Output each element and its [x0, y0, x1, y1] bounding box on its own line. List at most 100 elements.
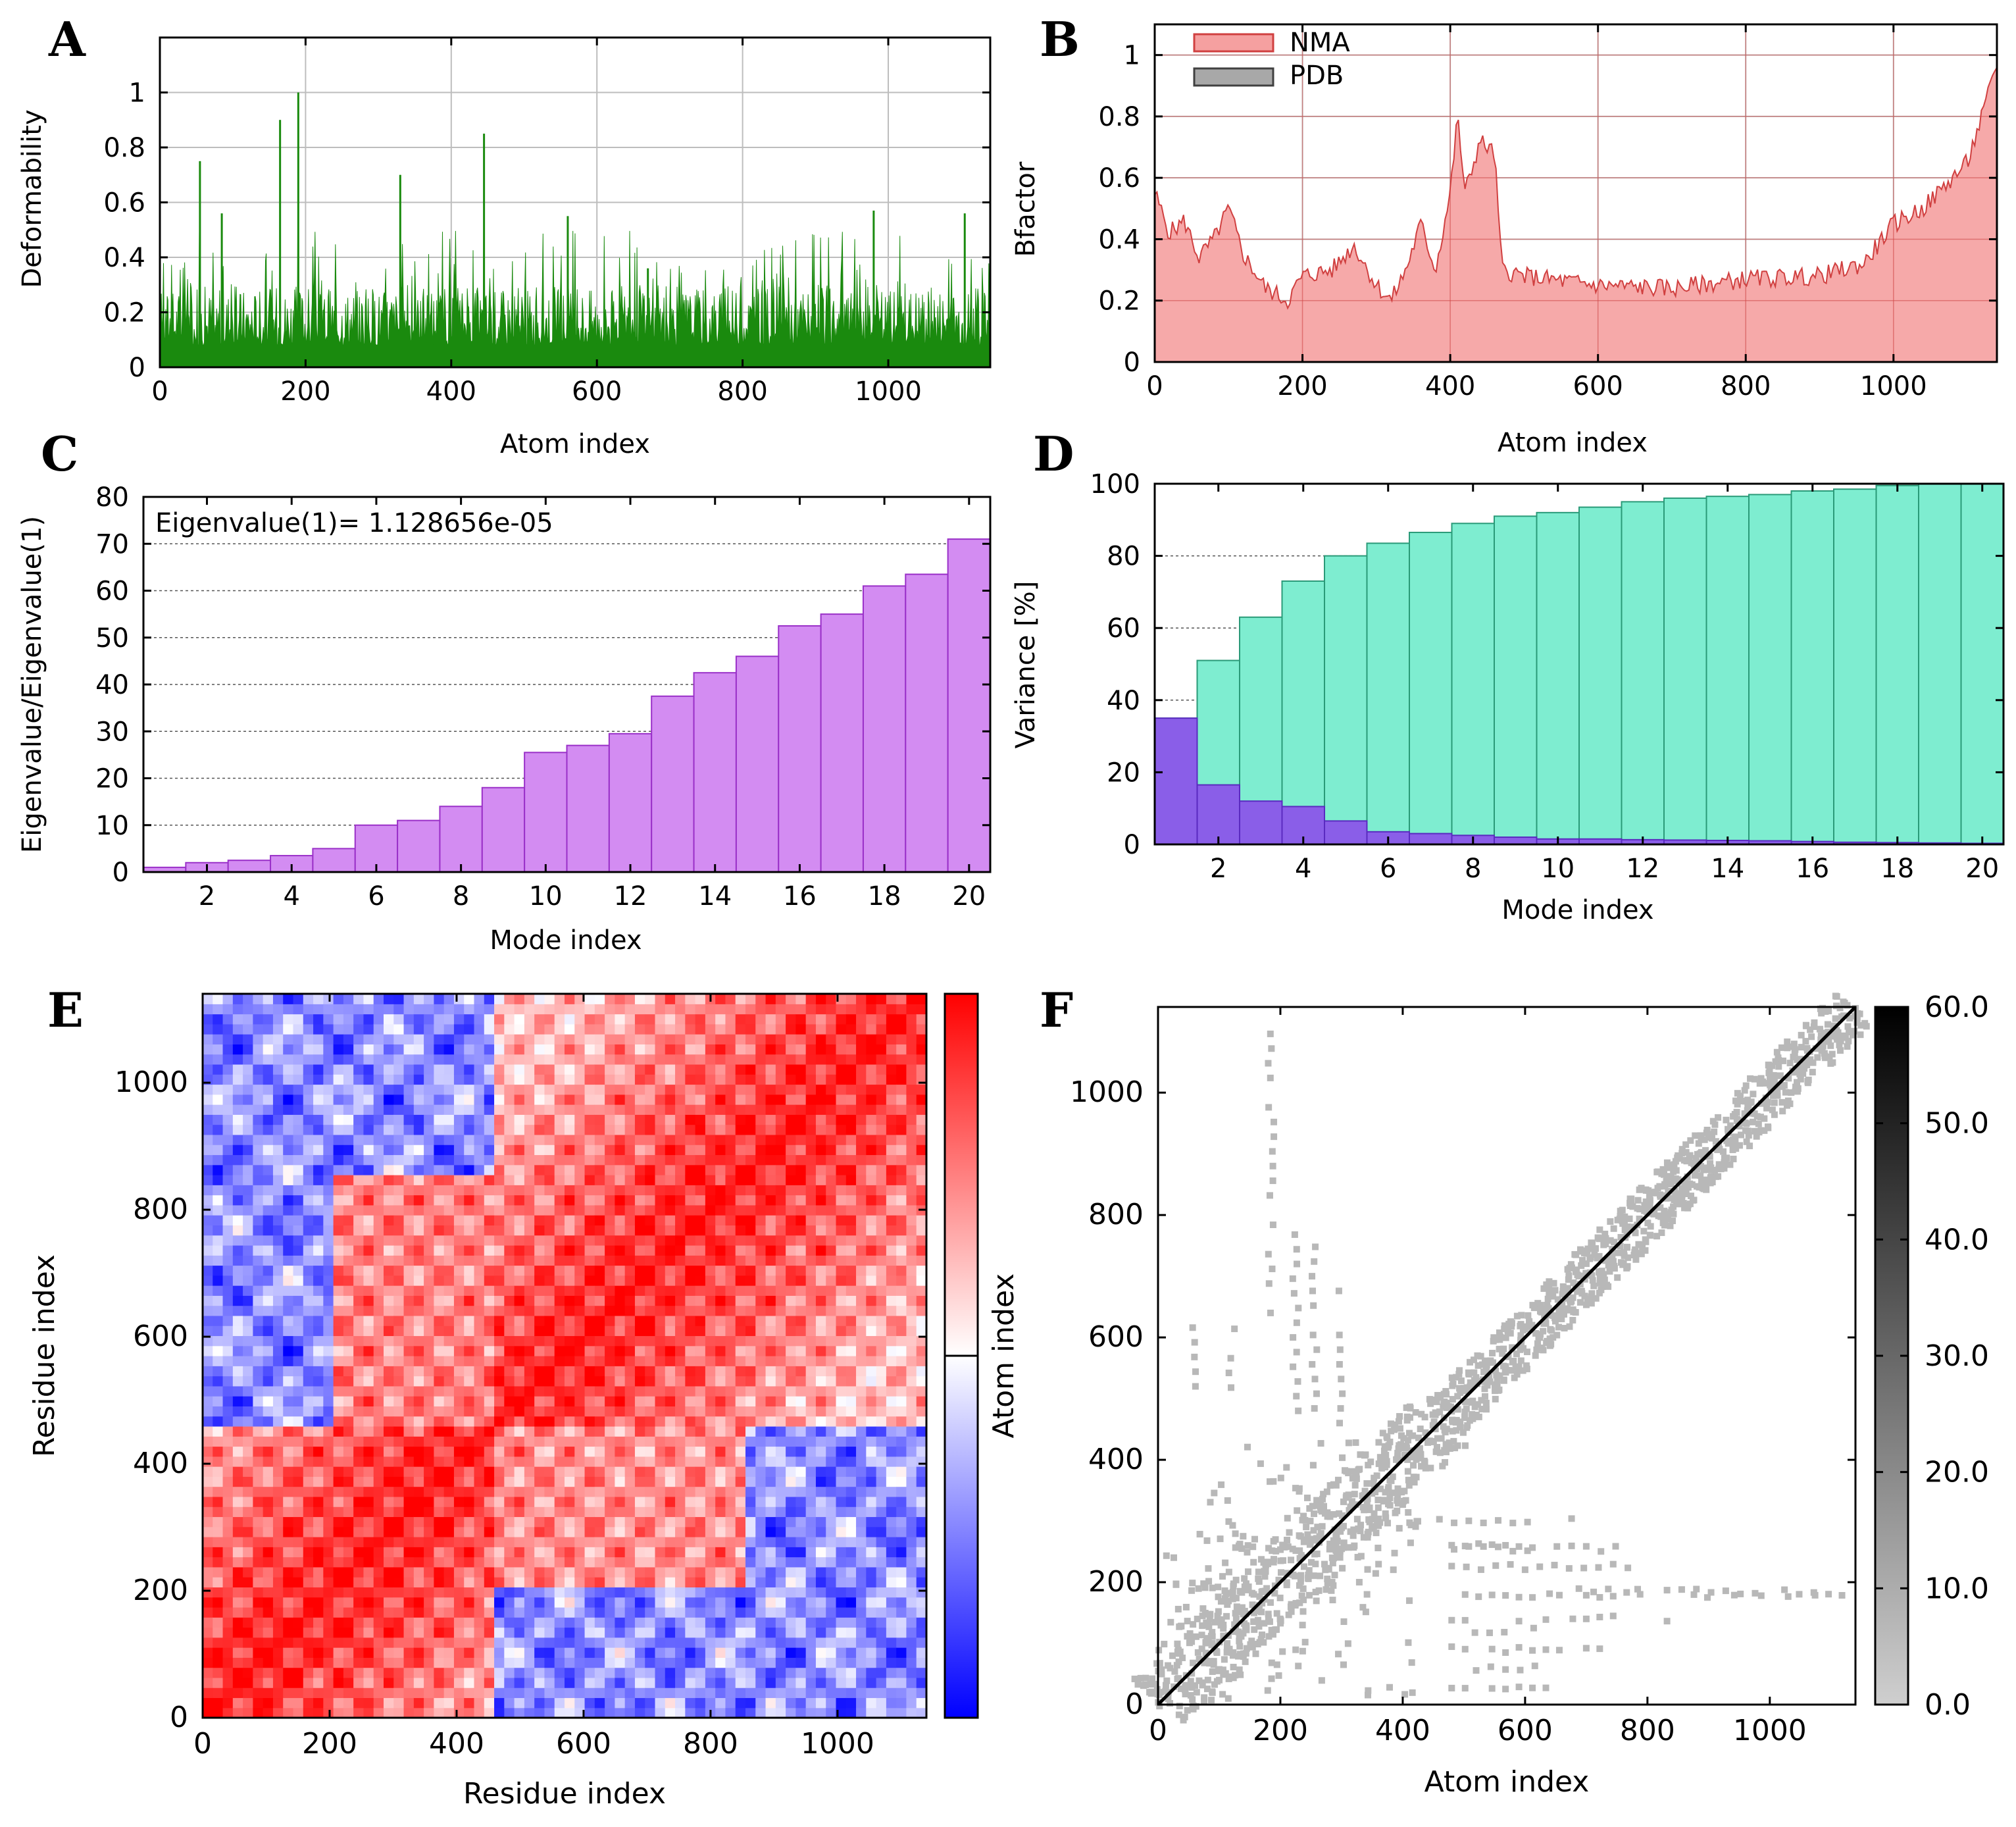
heatmap-cell	[574, 1114, 586, 1125]
heatmap-cell	[434, 1385, 445, 1397]
heatmap-cell	[424, 1486, 434, 1497]
heatmap-cell	[584, 1537, 595, 1547]
heatmap-cell	[845, 1265, 857, 1276]
heatmap-cell	[283, 1124, 294, 1135]
heatmap-cell	[453, 1677, 465, 1688]
heatmap-cell	[574, 1466, 586, 1477]
heatmap-cell	[343, 1154, 354, 1166]
heatmap-cell	[695, 1547, 706, 1558]
heatmap-cell	[434, 1607, 445, 1618]
heatmap-cell	[323, 1084, 334, 1095]
heatmap-cell	[253, 1667, 264, 1678]
heatmap-cell	[323, 1235, 334, 1246]
heatmap-cell	[695, 1366, 706, 1377]
heatmap-cell	[565, 1034, 575, 1044]
heatmap-cell	[795, 1506, 807, 1518]
heatmap-cell	[544, 1054, 555, 1065]
heatmap-cell	[695, 1044, 706, 1055]
heatmap-cell	[695, 1486, 706, 1497]
heatmap-cell	[313, 1396, 324, 1406]
heatmap-cell	[665, 1225, 676, 1236]
heatmap-cell	[253, 1486, 264, 1497]
heatmap-cell	[826, 1426, 837, 1437]
heatmap-cell	[504, 1667, 515, 1678]
heatmap-cell	[715, 1094, 726, 1105]
heatmap-cell	[745, 1094, 756, 1105]
eigen-bar	[905, 573, 949, 873]
heatmap-cell	[675, 1154, 686, 1166]
heatmap-cell	[253, 1376, 264, 1387]
heatmap-cell	[333, 1124, 344, 1135]
heatmap-cell	[464, 1516, 475, 1528]
heatmap-cell	[775, 1114, 786, 1125]
heatmap-cell	[715, 1366, 726, 1377]
heatmap-cell	[323, 1466, 334, 1477]
heatmap-cell	[554, 1074, 565, 1085]
heatmap-cell	[815, 1345, 826, 1356]
heatmap-cell	[453, 1235, 465, 1246]
heatmap-cell	[554, 1164, 565, 1175]
heatmap-cell	[775, 1084, 786, 1095]
heatmap-cell	[272, 1175, 284, 1185]
heatmap-cell	[313, 1064, 324, 1075]
heatmap-cell	[213, 1315, 224, 1326]
heatmap-cell	[232, 1114, 243, 1125]
heatmap-cell	[715, 994, 726, 1004]
heatmap-cell	[514, 1054, 525, 1065]
heatmap-cell	[403, 1295, 415, 1306]
heatmap-cell	[605, 1074, 615, 1085]
heatmap-cell	[464, 1566, 475, 1578]
heatmap-cell	[393, 1426, 405, 1437]
heatmap-cell	[705, 1164, 716, 1175]
heatmap-cell	[615, 1014, 626, 1025]
heatmap-cell	[514, 1547, 525, 1558]
heatmap-cell	[363, 1014, 374, 1025]
heatmap-cell	[504, 1416, 515, 1427]
heatmap-cell	[263, 1376, 274, 1387]
heatmap-cell	[544, 1617, 555, 1628]
heatmap-cell	[695, 1436, 706, 1447]
heatmap-cell	[705, 1195, 716, 1206]
heatmap-cell	[534, 1356, 545, 1366]
heatmap-cell	[243, 1416, 253, 1427]
heatmap-cell	[786, 1295, 796, 1306]
heatmap-cell	[343, 1325, 354, 1337]
heatmap-cell	[384, 1215, 394, 1225]
heatmap-cell	[474, 1426, 485, 1437]
heatmap-cell	[765, 1426, 776, 1437]
heatmap-cell	[203, 1145, 213, 1156]
heatmap-cell	[343, 1516, 354, 1528]
heatmap-cell	[634, 1617, 645, 1628]
heatmap-cell	[645, 1456, 656, 1467]
heatmap-cell	[293, 1577, 304, 1587]
heatmap-cell	[524, 1496, 535, 1507]
heatmap-cell	[353, 1345, 365, 1356]
heatmap-cell	[203, 1305, 213, 1316]
heatmap-cell	[484, 1325, 495, 1337]
heatmap-cell	[845, 1325, 857, 1337]
heatmap-cell	[565, 1004, 575, 1015]
heatmap-cell	[474, 1154, 485, 1166]
heatmap-cell	[815, 1305, 826, 1316]
heatmap-cell	[594, 1245, 605, 1256]
heatmap-cell	[253, 1657, 264, 1668]
heatmap-cell	[484, 1566, 495, 1578]
heatmap-cell	[534, 1204, 545, 1216]
heatmap-cell	[373, 1456, 384, 1467]
heatmap-cell	[514, 1496, 525, 1507]
heatmap-cell	[795, 1597, 807, 1608]
heatmap-cell	[504, 1215, 515, 1225]
heatmap-cell	[605, 1275, 615, 1286]
heatmap-cell	[795, 1607, 807, 1618]
heatmap-cell	[675, 1295, 686, 1306]
heatmap-cell	[735, 1114, 746, 1125]
heatmap-cell	[504, 1476, 515, 1487]
heatmap-cell	[253, 1124, 264, 1135]
heatmap-cell	[213, 1486, 224, 1497]
heatmap-cell	[634, 1587, 645, 1598]
heatmap-cell	[675, 1145, 686, 1156]
heatmap-cell	[594, 994, 605, 1004]
heatmap-cell	[775, 1526, 786, 1537]
heatmap-cell	[413, 1044, 424, 1055]
heatmap-cell	[353, 1356, 365, 1366]
